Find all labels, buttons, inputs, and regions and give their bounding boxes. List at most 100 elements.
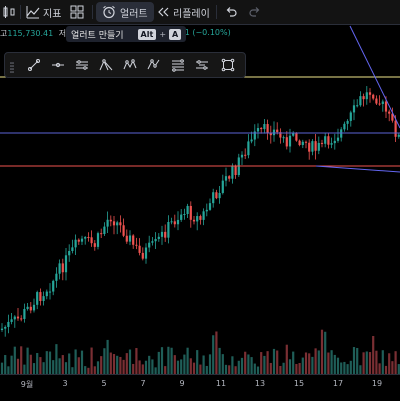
replay-button[interactable]: 리플레이 xyxy=(156,0,210,24)
position-tool-icon[interactable] xyxy=(193,56,211,74)
candle-body xyxy=(52,280,55,292)
volume-bar xyxy=(375,350,378,374)
volume-bar xyxy=(327,352,330,374)
candle-body xyxy=(314,141,317,151)
alert-button[interactable]: 얼러트 xyxy=(96,2,154,22)
parallel-channel-tool-icon[interactable] xyxy=(73,56,91,74)
candle-body xyxy=(343,123,346,130)
redo-icon xyxy=(248,5,262,19)
volume-bar xyxy=(100,356,103,374)
candle-body xyxy=(253,131,256,140)
time-axis[interactable]: 9월 3 5 7 9 11 13 15 17 19 xyxy=(0,374,400,401)
candle-body xyxy=(71,247,74,252)
x-tick-label: 19 xyxy=(371,379,383,388)
candle-body xyxy=(87,237,90,239)
volume-bar xyxy=(4,355,7,374)
layout-grid-button[interactable] xyxy=(70,0,84,24)
volume-bar xyxy=(103,348,106,374)
volume-bar xyxy=(381,350,384,374)
abcd-pattern-tool-icon[interactable] xyxy=(145,56,163,74)
candles xyxy=(0,86,400,337)
low-label: 저 xyxy=(58,29,67,38)
x-tick-label: 3 xyxy=(62,379,68,388)
volume-bar xyxy=(343,361,346,374)
chart-type-icon[interactable] xyxy=(2,0,16,24)
volume-bar xyxy=(180,359,183,374)
candle-body xyxy=(10,319,13,322)
volume-bar xyxy=(176,360,180,374)
volume-bars xyxy=(0,329,400,374)
x-tick-label: 11 xyxy=(215,379,227,388)
volume-bar xyxy=(58,358,61,374)
candle-body xyxy=(234,166,237,176)
candle-body xyxy=(84,237,87,239)
volume-bar xyxy=(138,360,141,374)
candle-body xyxy=(320,142,324,144)
trend-line-lower[interactable] xyxy=(315,165,400,173)
price-chart[interactable] xyxy=(0,0,400,374)
redo-button[interactable] xyxy=(248,0,262,24)
candle-body xyxy=(250,139,253,142)
x-tick-label: 9 xyxy=(179,379,185,388)
candle-body xyxy=(368,92,372,95)
candle-body xyxy=(196,216,199,222)
trend-line-tool-icon[interactable] xyxy=(25,56,43,74)
candle-body xyxy=(301,141,304,146)
candle-body xyxy=(45,291,48,297)
volume-bar xyxy=(304,352,308,374)
volume-bar xyxy=(397,364,400,374)
x-tick-label: 15 xyxy=(293,379,305,388)
horizontal-ray-tool-icon[interactable] xyxy=(49,56,67,74)
volume-bar xyxy=(170,347,173,374)
candle-body xyxy=(74,239,77,248)
candle-body xyxy=(244,154,247,156)
undo-button[interactable] xyxy=(224,0,238,24)
candle-body xyxy=(362,96,365,100)
candle-body xyxy=(346,120,349,124)
volume-bar xyxy=(87,367,90,374)
candle-body xyxy=(128,235,132,242)
volume-bar xyxy=(208,354,212,374)
candle-body xyxy=(311,141,314,152)
alert-label: 얼러트 xyxy=(120,8,148,20)
candle-body xyxy=(96,233,100,247)
shortcut-key-alt: Alt xyxy=(137,28,157,40)
indicators-button[interactable]: 지표 xyxy=(26,0,61,24)
candle-body xyxy=(359,96,362,106)
volume-bar xyxy=(365,351,368,374)
zigzag-pattern-tool-icon[interactable] xyxy=(121,56,139,74)
volume-bar xyxy=(71,367,74,374)
volume-bar xyxy=(202,355,205,374)
candle-body xyxy=(285,137,288,147)
volume-bar xyxy=(324,331,327,374)
volume-bar xyxy=(29,354,32,374)
trend-line-upper[interactable] xyxy=(349,25,400,129)
volume-bar xyxy=(234,366,237,374)
pitchfork-tool-icon[interactable] xyxy=(97,56,115,74)
fib-retracement-tool-icon[interactable] xyxy=(169,56,187,74)
candle-body xyxy=(180,214,183,220)
volume-bar xyxy=(292,351,295,374)
candle-body xyxy=(381,101,384,104)
drag-handle-icon[interactable] xyxy=(10,59,14,73)
volume-bar xyxy=(212,335,215,374)
volume-bar xyxy=(362,352,365,374)
volume-bar xyxy=(167,346,170,374)
shortcut-key-a: A xyxy=(169,28,182,40)
volume-bar xyxy=(215,331,218,374)
volume-bar xyxy=(269,362,272,374)
candle-body xyxy=(208,203,212,210)
volume-bar xyxy=(378,363,381,374)
volume-bar xyxy=(96,361,100,374)
volume-bar xyxy=(80,350,84,374)
volume-bar xyxy=(221,354,224,374)
candle-body xyxy=(13,316,16,320)
candle-body xyxy=(64,255,68,273)
candle-body xyxy=(288,135,292,147)
volume-bar xyxy=(122,359,125,374)
candle-body xyxy=(119,222,122,226)
candle-body xyxy=(256,128,260,132)
candle-body xyxy=(189,205,192,220)
rectangle-tool-icon[interactable] xyxy=(219,56,237,74)
volume-bar xyxy=(388,353,391,374)
